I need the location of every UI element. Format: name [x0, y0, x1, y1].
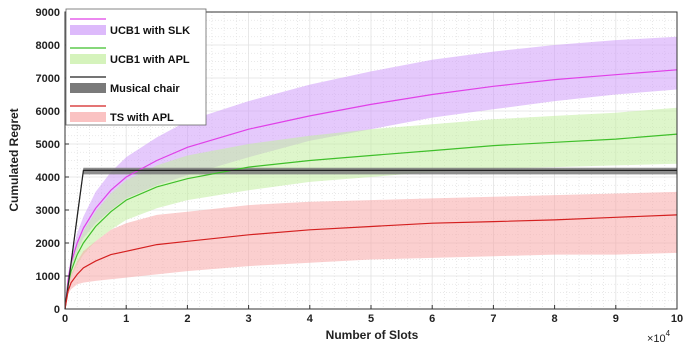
x-tick-label: 4 — [307, 313, 314, 325]
legend-label-ucb1-with-slk: UCB1 with SLK — [110, 25, 190, 37]
series-band-ucb1-with-apl — [65, 107, 677, 309]
x-tick-label: 10 — [671, 313, 683, 325]
series-line-ucb1-with-slk — [64, 69, 678, 310]
x-tick-label: 5 — [368, 313, 374, 325]
x-tick-label: 0 — [62, 313, 68, 325]
x-tick-label: 3 — [246, 313, 252, 325]
x-axis-exponent: ×104 — [647, 329, 671, 343]
legend: UCB1 with SLK UCB1 with APL Musical chair T… — [65, 8, 207, 126]
legend-band-swatch-ts-with-apl — [70, 112, 106, 122]
y-tick-label: 4000 — [36, 172, 60, 184]
x-tick-label: 8 — [552, 313, 558, 325]
x-tick-label: 2 — [184, 313, 190, 325]
y-tick-label: 7000 — [36, 73, 60, 85]
legend-label-musical-chair: Musical chair — [110, 83, 180, 95]
series-band-ucb1-with-slk — [65, 36, 677, 310]
x-tick-label: 9 — [613, 313, 619, 325]
legend-label-ts-with-apl: TS with APL — [110, 112, 174, 124]
legend-items: UCB1 with SLK UCB1 with APL Musical chair T… — [70, 18, 190, 124]
x-axis-exponent-base: ×10 — [647, 333, 666, 343]
legend-label-ucb1-with-apl: UCB1 with APL — [110, 54, 190, 66]
y-tick-label: 3000 — [36, 205, 60, 217]
series-line-musical-chair — [64, 169, 677, 310]
line-layer — [64, 69, 678, 310]
x-axis-exponent-power: 4 — [666, 329, 671, 338]
legend-band-swatch-ucb1-with-apl — [70, 54, 106, 64]
y-tick-label: 0 — [54, 304, 60, 316]
y-axis-label: Cumulated Regret — [7, 108, 21, 211]
x-tick-label: 7 — [490, 313, 496, 325]
series-line-ts-with-apl — [64, 214, 678, 310]
y-tick-label: 8000 — [36, 40, 60, 52]
x-tick-label: 6 — [429, 313, 435, 325]
y-tick-label: 1000 — [36, 271, 60, 283]
legend-band-swatch-ucb1-with-slk — [70, 25, 106, 35]
y-tick-label: 9000 — [36, 7, 60, 19]
y-tick-label: 6000 — [36, 106, 60, 118]
x-axis-label: Number of Slots — [326, 328, 419, 342]
x-tick-label: 1 — [123, 313, 129, 325]
y-tick-label: 2000 — [36, 238, 60, 250]
series-line-ucb1-with-apl — [64, 133, 678, 310]
legend-band-swatch-musical-chair — [70, 83, 106, 93]
y-tick-label: 5000 — [36, 139, 60, 151]
tick-layer: 0 1 2 3 4 5 6 7 8 9 10 0 1000 2000 3000 4000 5000 6000 700… — [36, 7, 684, 325]
